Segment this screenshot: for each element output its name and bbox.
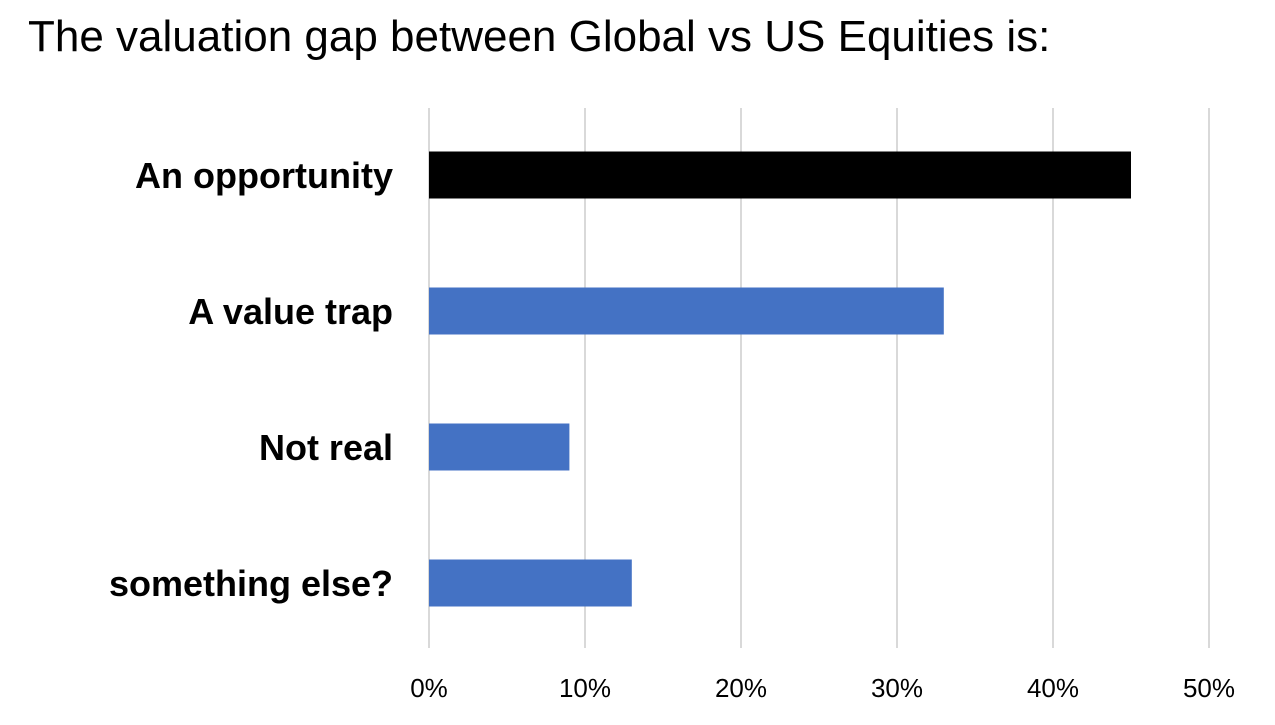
x-tick-label: 0% [410,673,448,703]
x-tick-label: 30% [871,673,923,703]
x-axis-ticks: 0% 10% 20% 30% 40% 50% [410,673,1235,703]
x-tick-label: 40% [1027,673,1079,703]
category-label: A value trap [188,291,393,332]
x-tick-label: 20% [715,673,767,703]
chart-title: The valuation gap between Global vs US E… [28,12,1051,61]
x-tick-label: 10% [559,673,611,703]
category-labels: An opportunity A value trap Not real someth… [109,155,393,604]
bar [429,559,632,607]
category-label: something else? [109,563,393,604]
category-label: Not real [259,427,393,468]
category-label: An opportunity [135,155,393,196]
x-tick-label: 50% [1183,673,1235,703]
bar [429,423,570,471]
bar [429,287,944,335]
bar [429,151,1131,199]
bars [429,151,1131,607]
